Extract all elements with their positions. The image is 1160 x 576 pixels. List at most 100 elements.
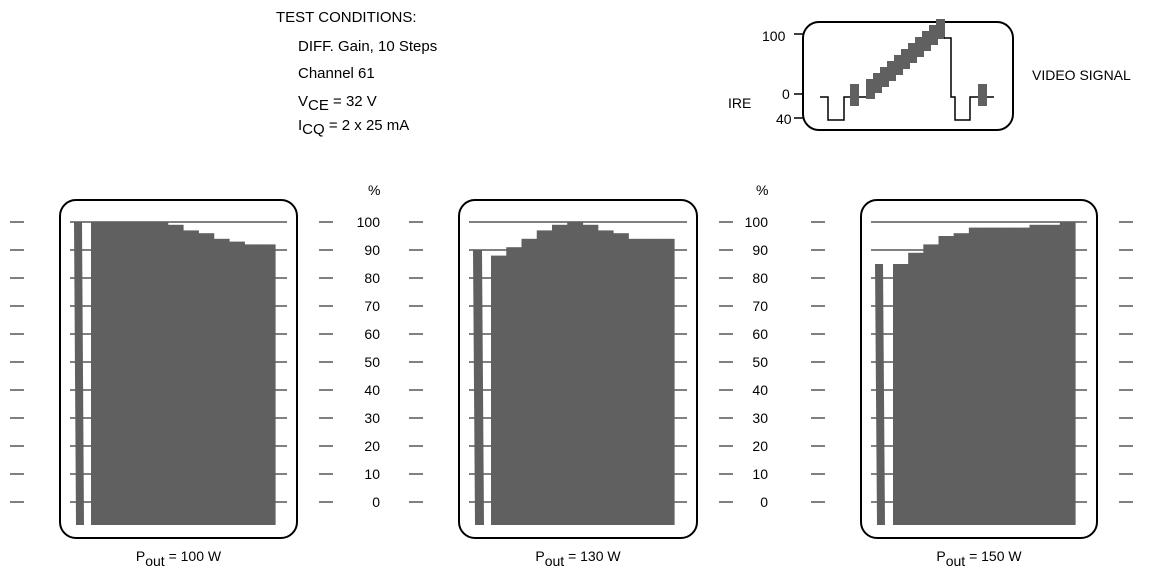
step-bar	[521, 238, 538, 526]
step-bar	[167, 224, 184, 526]
caption-value: = 130 W	[564, 548, 621, 564]
step-bar	[1014, 227, 1031, 525]
test-conditions-line-1: DIFF. Gain, 10 Steps	[298, 38, 437, 55]
test-conditions-line-2: Channel 61	[298, 65, 375, 82]
y-tick-label: 50	[364, 354, 380, 370]
y-tick-label: 10	[364, 466, 380, 482]
step-bar	[137, 222, 153, 525]
caption-subscript: out	[145, 553, 165, 569]
reference-bar	[74, 222, 84, 525]
step-bar	[213, 238, 230, 526]
y-tick-label: 60	[752, 326, 768, 342]
y-tick-label: 90	[752, 242, 768, 258]
video-signal-label: VIDEO SIGNAL	[1032, 67, 1131, 83]
y-tick-label: 20	[364, 438, 380, 454]
y-tick-label: 10	[752, 466, 768, 482]
step-bar	[953, 233, 970, 525]
caption-subscript: out	[946, 553, 966, 569]
step-bar	[229, 241, 245, 525]
y-tick-label: 50	[752, 354, 768, 370]
waveform-step-5	[894, 55, 903, 75]
y-tick-label: 40	[364, 382, 380, 398]
step-bar	[893, 264, 909, 525]
waveform-burst-left	[850, 84, 859, 106]
chart-frame	[860, 199, 1098, 539]
ire-tick-0: 0	[782, 86, 790, 102]
y-tick-label: 20	[752, 438, 768, 454]
icq-symbol: I	[298, 117, 302, 134]
video-waveform	[820, 19, 994, 121]
waveform-step-10	[929, 25, 938, 45]
step-bar	[106, 222, 123, 525]
step-bar	[536, 230, 553, 525]
step-bar	[506, 247, 523, 525]
waveform-step-4	[887, 61, 896, 81]
step-bar	[259, 244, 276, 525]
chart-frame	[458, 199, 698, 539]
ire-tick-40: 40	[776, 111, 792, 127]
step-bar	[1059, 222, 1076, 525]
step-bar	[1029, 224, 1046, 526]
chart-caption: Pout = 150 W	[936, 548, 1022, 569]
y-tick-label: 90	[364, 242, 380, 258]
waveform-step-6	[901, 49, 910, 69]
icq-value: = 2 x 25 mA	[325, 117, 410, 134]
reference-bar	[875, 264, 885, 525]
vce-subscript: CE	[308, 97, 329, 114]
y-tick-label: 80	[752, 270, 768, 286]
y-tick-label: 0	[760, 494, 768, 510]
y-axis-label: %	[368, 182, 380, 198]
reference-bar	[473, 250, 484, 525]
step-bar	[244, 244, 261, 525]
caption-symbol: P	[936, 548, 945, 564]
y-tick-label: 80	[364, 270, 380, 286]
step-bar	[1044, 224, 1061, 526]
ire-tick-100: 100	[762, 28, 786, 44]
step-bar	[908, 252, 924, 526]
waveform-burst-right	[978, 84, 987, 106]
step-bar	[597, 230, 614, 525]
waveform-step-3	[880, 67, 889, 87]
step-bar	[91, 222, 107, 525]
step-bar	[658, 238, 675, 526]
step-bar	[582, 224, 599, 526]
step-bar	[183, 230, 199, 525]
y-tick-label: 70	[752, 298, 768, 314]
y-tick-label: 30	[364, 410, 380, 426]
waveform-step-1	[866, 79, 875, 99]
step-bar	[923, 244, 940, 525]
step-bar	[121, 222, 138, 525]
diff-gain-charts: Pout = 100 W%1009080706050403020100Pout …	[10, 182, 1133, 569]
waveform-step-7	[908, 43, 917, 63]
step-bar	[968, 227, 985, 525]
step-bar	[628, 238, 645, 526]
waveform-step-8	[915, 37, 924, 57]
waveform-step-11	[936, 19, 945, 39]
test-conditions: TEST CONDITIONS: DIFF. Gain, 10 Steps Ch…	[276, 9, 437, 138]
y-tick-label: 0	[372, 494, 380, 510]
y-axis-label: %	[756, 182, 768, 198]
video-signal-frame	[802, 21, 1014, 131]
y-tick-label: 100	[745, 214, 769, 230]
waveform-step-2	[873, 73, 882, 93]
step-bar	[552, 224, 568, 526]
y-tick-label: 60	[364, 326, 380, 342]
test-conditions-icq: ICQ = 2 x 25 mA	[298, 117, 409, 138]
caption-symbol: P	[136, 548, 145, 564]
chart-caption: Pout = 130 W	[535, 548, 621, 569]
step-bar	[567, 222, 584, 525]
y-tick-label: 70	[364, 298, 380, 314]
vce-symbol: V	[298, 93, 308, 110]
caption-value: = 150 W	[965, 548, 1022, 564]
ire-axis-label: IRE	[728, 95, 751, 111]
waveform-sync-right	[944, 37, 978, 121]
caption-value: = 100 W	[165, 548, 222, 564]
step-bar	[643, 238, 660, 526]
waveform-step-9	[922, 31, 931, 51]
step-bar	[938, 236, 955, 525]
step-bar	[613, 233, 629, 525]
test-conditions-vce: VCE = 32 V	[298, 93, 377, 114]
step-bar	[999, 227, 1015, 525]
